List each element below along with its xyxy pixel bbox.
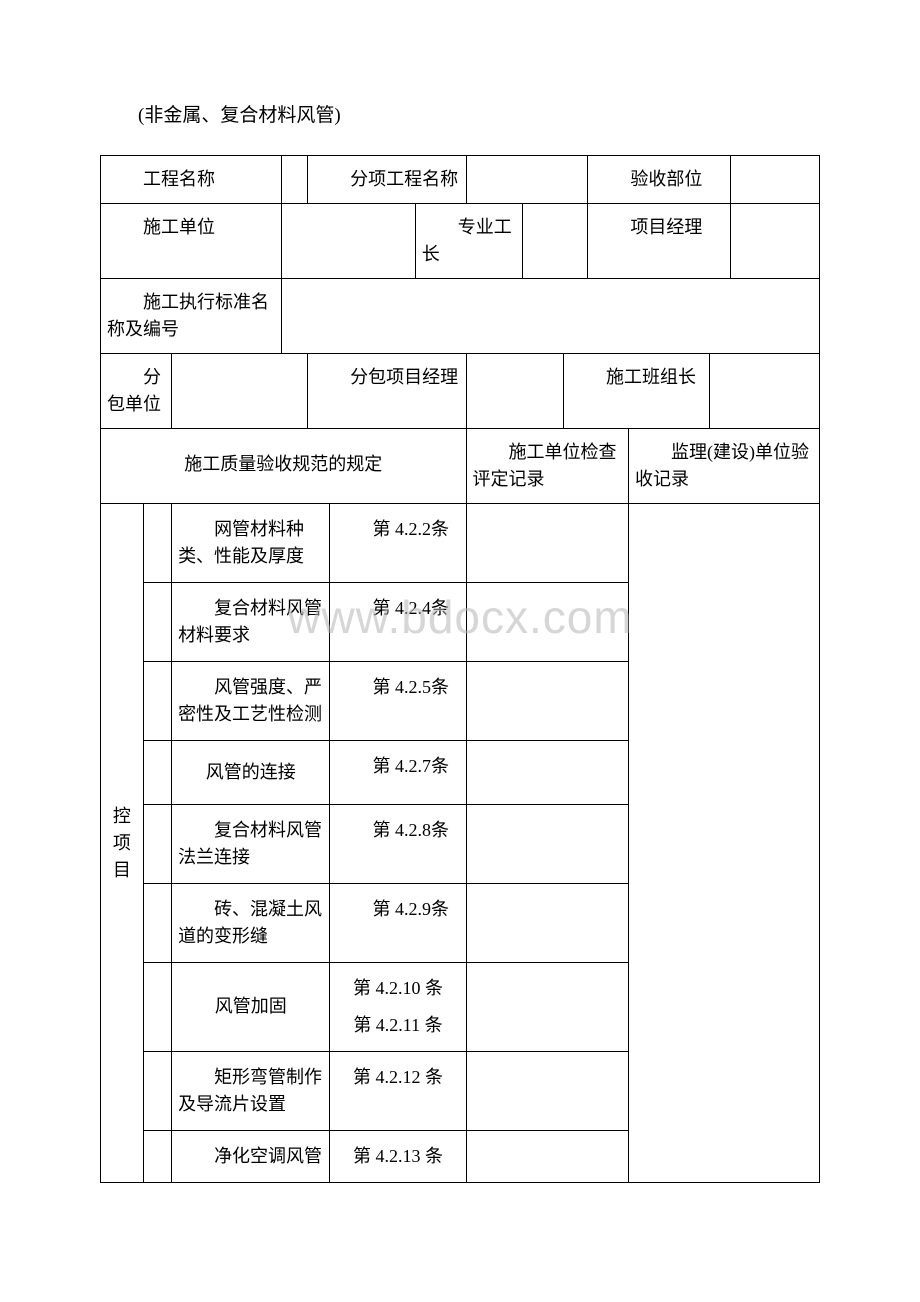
label-sub-pm: 分包项目经理 [314,364,459,391]
item-text: 砖、混凝土风道的变形缝 [178,896,323,950]
item-ref: 第 4.2.7条 [336,753,459,780]
subtitle: (非金属、复合材料风管) [100,100,820,127]
label-construction-unit: 施工单位 [107,214,275,241]
inspection-table: 工程名称 分项工程名称 验收部位 施工单位 专业工长 项目经理 施工执行标准名称… [100,155,820,1183]
header-row-1: 工程名称 分项工程名称 验收部位 [101,156,820,204]
item-text: 矩形弯管制作及导流片设置 [178,1064,323,1118]
item-ref: 第 4.2.8条 [336,817,459,844]
label-foreman: 专业工长 [422,214,517,268]
label-pm: 项目经理 [594,214,723,241]
header-row-3: 施工执行标准名称及编号 [101,279,820,354]
item-ref-2: 第 4.2.11 条 [336,1012,459,1039]
item-text: 复合材料风管材料要求 [178,595,323,649]
item-ref: 第 4.2.13 条 [336,1143,459,1170]
header-row-5: 施工质量验收规范的规定 施工单位检查评定记录 监理(建设)单位验收记录 [101,429,820,504]
label-team-leader: 施工班组长 [570,364,703,391]
item-ref: 第 4.2.2条 [336,516,459,543]
item-ref: 第 4.2.4条 [336,595,459,622]
label-project-name: 工程名称 [107,166,275,193]
item-text: 网管材料种类、性能及厚度 [178,516,323,570]
item-text: 风管强度、严密性及工艺性检测 [178,674,323,728]
item-ref: 第 4.2.12 条 [336,1064,459,1091]
item-text: 风管的连接 [178,759,323,786]
item-ref: 第 4.2.9条 [336,896,459,923]
header-row-4: 分包单位 分包项目经理 施工班组长 [101,354,820,429]
vertical-section-label: 控项目 [101,504,144,1183]
label-supervise-record: 监理(建设)单位验收记录 [635,439,813,493]
label-accept-dept: 验收部位 [594,166,723,193]
item-text: 复合材料风管法兰连接 [178,817,323,871]
item-text: 风管加固 [178,993,323,1020]
label-standard: 施工执行标准名称及编号 [107,289,275,343]
item-text: 净化空调风管 [178,1143,323,1170]
label-subcontract: 分包单位 [107,364,165,418]
table-row: 控项目 网管材料种类、性能及厚度 第 4.2.2条 [101,504,820,583]
header-row-2: 施工单位 专业工长 项目经理 [101,204,820,279]
item-ref: 第 4.2.10 条 [336,975,459,1002]
label-spec-rules: 施工质量验收规范的规定 [107,451,460,478]
item-ref: 第 4.2.5条 [336,674,459,701]
label-subitem-name: 分项工程名称 [314,166,459,193]
label-check-record: 施工单位检查评定记录 [473,439,622,493]
